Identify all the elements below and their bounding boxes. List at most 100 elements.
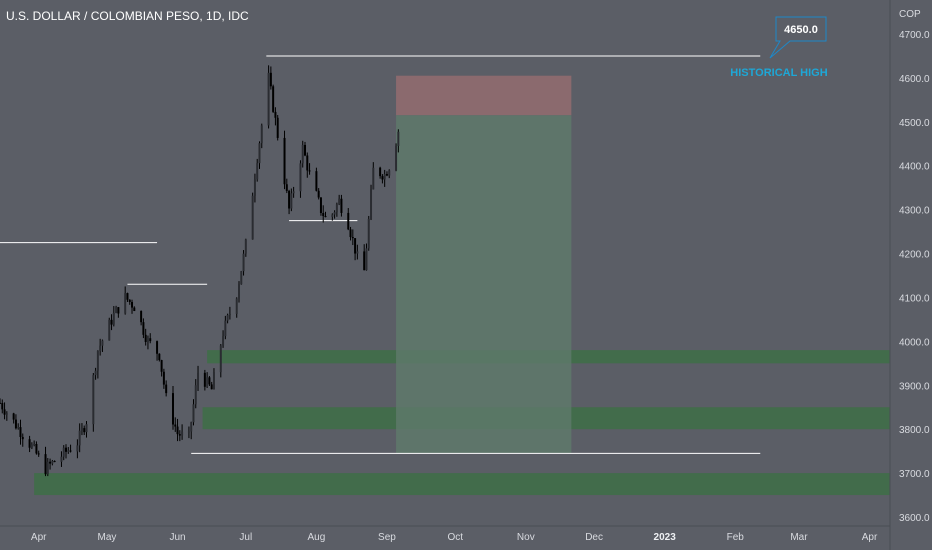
candle-body-101 bbox=[319, 197, 322, 214]
candle-body-97 bbox=[306, 155, 309, 171]
candle-body-108 bbox=[340, 198, 343, 213]
candle-body-60 bbox=[190, 422, 193, 432]
candle-body-44 bbox=[140, 311, 143, 323]
candle-body-0 bbox=[0, 402, 1, 404]
candle-body-25 bbox=[78, 430, 81, 446]
price-tick-8: 4400.0 bbox=[899, 162, 930, 173]
candle-body-102 bbox=[322, 213, 325, 217]
candle-body-51 bbox=[160, 360, 163, 372]
candle-body-64 bbox=[203, 372, 206, 387]
time-tick-11: Mar bbox=[790, 532, 808, 543]
price-tick-2: 3800.0 bbox=[899, 425, 930, 436]
candle-body-10 bbox=[30, 444, 33, 448]
candle-body-67 bbox=[210, 384, 213, 390]
candle-body-87 bbox=[274, 111, 277, 118]
candles bbox=[0, 65, 400, 477]
time-tick-8: Dec bbox=[585, 532, 603, 543]
time-tick-10: Feb bbox=[727, 532, 745, 543]
candle-body-27 bbox=[83, 428, 86, 433]
candle-body-29 bbox=[92, 375, 95, 425]
time-tick-4: Aug bbox=[307, 532, 325, 543]
time-tick-3: Jul bbox=[239, 532, 252, 543]
candle-body-47 bbox=[146, 338, 149, 342]
candle-body-28 bbox=[85, 424, 88, 433]
candle-body-9 bbox=[28, 439, 31, 448]
candle-body-61 bbox=[192, 404, 195, 423]
price-tick-0: 3600.0 bbox=[899, 513, 930, 524]
candle-body-43 bbox=[133, 307, 136, 312]
candle-body-7 bbox=[19, 427, 22, 437]
candle-body-48 bbox=[149, 338, 152, 342]
candle-body-115 bbox=[365, 248, 368, 271]
time-tick-0: Apr bbox=[31, 532, 47, 543]
candle-body-57 bbox=[178, 434, 181, 436]
price-tick-5: 4100.0 bbox=[899, 293, 930, 304]
candle-body-37 bbox=[115, 307, 118, 313]
candle-body-33 bbox=[101, 340, 104, 346]
candle-body-91 bbox=[288, 190, 291, 209]
currency-unit: COP bbox=[899, 9, 921, 20]
short-position-tool[interactable] bbox=[396, 75, 572, 454]
candle-body-59 bbox=[187, 431, 190, 433]
candle-body-114 bbox=[363, 251, 366, 271]
candle-body-16 bbox=[49, 461, 52, 464]
time-tick-9: 2023 bbox=[654, 532, 677, 543]
candle-body-8 bbox=[21, 436, 24, 440]
candle-body-70 bbox=[222, 336, 225, 346]
candle-body-96 bbox=[304, 144, 307, 156]
time-tick-2: Jun bbox=[169, 532, 185, 543]
candle-body-78 bbox=[244, 239, 247, 254]
price-tick-7: 4300.0 bbox=[899, 206, 930, 217]
candle-body-90 bbox=[285, 184, 288, 191]
candle-body-14 bbox=[44, 454, 47, 475]
candle-body-124 bbox=[395, 145, 398, 171]
historical-high-label: HISTORICAL HIGH bbox=[730, 67, 827, 79]
callout-value: 4650.0 bbox=[784, 24, 818, 36]
price-tick-1: 3700.0 bbox=[899, 469, 930, 480]
candle-body-105 bbox=[333, 212, 336, 215]
price-tick-3: 3900.0 bbox=[899, 381, 930, 392]
candle-body-112 bbox=[354, 238, 357, 254]
candle-body-104 bbox=[331, 214, 334, 217]
support-zone-3 bbox=[34, 473, 890, 496]
candle-body-56 bbox=[176, 426, 179, 435]
candle-body-49 bbox=[156, 341, 159, 354]
candle-body-38 bbox=[117, 307, 120, 314]
candle-body-21 bbox=[65, 447, 68, 452]
candle-body-121 bbox=[383, 174, 386, 180]
candle-body-12 bbox=[35, 444, 38, 454]
candle-body-74 bbox=[235, 298, 238, 314]
candle-body-1 bbox=[1, 402, 4, 410]
candle-body-82 bbox=[258, 143, 261, 164]
candle-body-99 bbox=[315, 171, 318, 191]
candle-body-75 bbox=[238, 284, 241, 299]
candle-body-72 bbox=[226, 315, 229, 321]
candle-body-58 bbox=[181, 431, 184, 436]
candle-body-62 bbox=[194, 385, 197, 405]
candle-body-111 bbox=[351, 237, 354, 239]
historical-high-callout[interactable]: 4650.0 HISTORICAL HIGH bbox=[730, 16, 828, 79]
horizontal-levels bbox=[0, 55, 761, 454]
price-tick-6: 4200.0 bbox=[899, 250, 930, 261]
candle-body-3 bbox=[5, 413, 8, 415]
stop-loss-zone[interactable] bbox=[396, 75, 572, 116]
time-tick-12: Apr bbox=[862, 532, 878, 543]
time-axis[interactable]: Apr May Jun Jul Aug Sep Oct Nov Dec 2023 Feb Mar Apr bbox=[31, 532, 878, 543]
candle-body-30 bbox=[94, 370, 97, 376]
candle-body-15 bbox=[46, 461, 49, 475]
candle-body-36 bbox=[112, 312, 115, 325]
candle-body-98 bbox=[308, 170, 311, 172]
chart-title: U.S. DOLLAR / COLOMBIAN PESO, 1D, IDC bbox=[6, 9, 249, 23]
price-axis[interactable]: 3600.0 3700.0 3800.0 3900.0 4000.0 4100.0 4200… bbox=[899, 30, 930, 524]
candle-body-94 bbox=[299, 163, 302, 192]
candle-body-95 bbox=[301, 144, 304, 164]
candle-body-122 bbox=[385, 174, 388, 176]
price-tick-9: 4500.0 bbox=[899, 118, 930, 129]
candle-body-73 bbox=[228, 313, 231, 316]
candle-body-89 bbox=[283, 137, 286, 185]
candle-body-19 bbox=[60, 456, 63, 462]
take-profit-zone[interactable] bbox=[396, 115, 572, 454]
candle-body-41 bbox=[128, 299, 131, 302]
